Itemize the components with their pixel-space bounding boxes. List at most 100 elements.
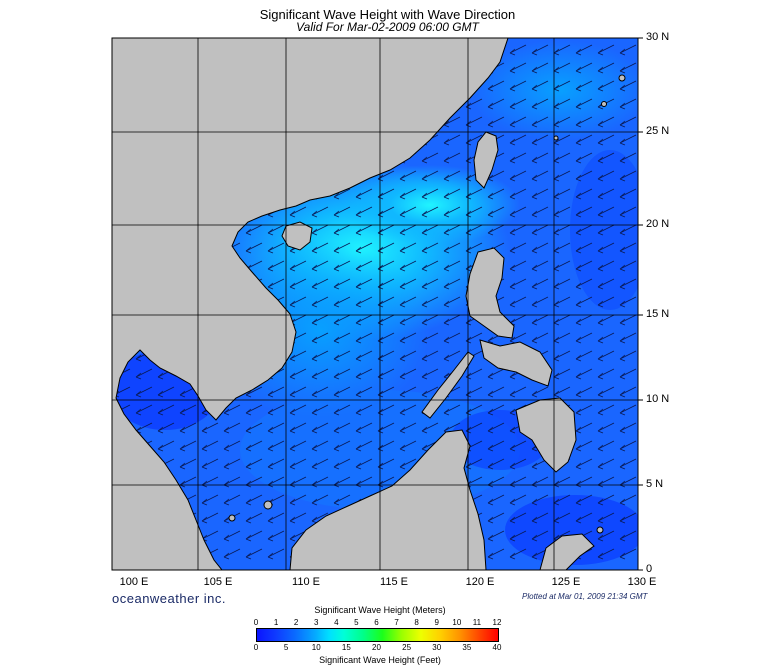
wave-arrow	[597, 548, 615, 560]
wave-arrow	[619, 278, 637, 290]
wave-arrow	[487, 422, 505, 434]
wave-arrow	[245, 422, 263, 434]
wave-arrow	[223, 440, 241, 452]
wave-arrow	[575, 368, 593, 380]
wave-arrow	[597, 332, 615, 344]
wave-arrow	[597, 386, 615, 398]
wave-arrow	[245, 494, 263, 506]
lat-label-5n: 5 N	[646, 478, 664, 490]
wave-arrow	[465, 134, 483, 146]
wave-arrow	[531, 512, 549, 524]
wave-arrow	[465, 206, 483, 218]
wave-arrow	[531, 44, 549, 56]
wave-arrow	[355, 404, 373, 416]
wave-arrow	[575, 422, 593, 434]
wave-arrow	[509, 188, 527, 200]
wave-arrow	[355, 314, 373, 326]
wave-arrow	[355, 296, 373, 308]
wave-arrow	[267, 548, 285, 560]
wave-arrow	[333, 278, 351, 290]
colorbar-meter-tick: 4	[334, 618, 339, 627]
wave-arrow	[531, 134, 549, 146]
wave-arrow	[597, 80, 615, 92]
wave-arrow	[399, 296, 417, 308]
wave-arrow	[399, 206, 417, 218]
wave-arrow	[531, 386, 549, 398]
wave-arrow	[597, 422, 615, 434]
wave-arrow	[509, 296, 527, 308]
wave-arrow	[289, 350, 307, 362]
colorbar-meter-tick: 3	[314, 618, 319, 627]
wave-arrow	[333, 350, 351, 362]
wave-arrow	[421, 188, 439, 200]
wave-arrow	[201, 512, 219, 524]
wave-arrow	[267, 242, 285, 254]
wave-arrow	[597, 188, 615, 200]
land-luzon	[465, 247, 515, 339]
wave-arrow	[267, 512, 285, 524]
brand-logo-text: oceanweather inc.	[112, 591, 227, 606]
wave-arrow	[575, 116, 593, 128]
wave-arrow	[619, 386, 637, 398]
wave-arrow	[223, 404, 241, 416]
wave-arrow	[597, 170, 615, 182]
wave-arrow	[443, 170, 461, 182]
wave-arrow	[289, 404, 307, 416]
colorbar-feet-tick: 40	[492, 643, 502, 652]
wave-arrow	[619, 530, 637, 542]
wave-arrow	[421, 152, 439, 164]
wave-arrow	[509, 80, 527, 92]
chart-title: Significant Wave Height with Wave Direct…	[259, 7, 516, 22]
colorbar-meter-tick: 5	[354, 618, 359, 627]
wave-arrow	[619, 206, 637, 218]
wave-arrow	[509, 152, 527, 164]
wave-arrow	[575, 224, 593, 236]
wave-arrow	[619, 242, 637, 254]
wave-arrow	[465, 98, 483, 110]
wave-arrow	[223, 494, 241, 506]
wave-arrow	[399, 242, 417, 254]
wave-arrow	[157, 386, 175, 398]
wave-arrow	[619, 80, 637, 92]
wave-arrow	[553, 80, 571, 92]
wave-arrow	[355, 368, 373, 380]
wave-arrow	[575, 278, 593, 290]
wave-arrow	[619, 494, 637, 506]
wave-arrow	[575, 350, 593, 362]
land-mindanao	[515, 397, 577, 473]
wave-arrow	[377, 458, 395, 470]
colorbar-meter-tick: 1	[273, 618, 279, 627]
wave-arrow	[311, 422, 329, 434]
wave-arrow	[289, 440, 307, 452]
land-taiwan	[473, 131, 499, 189]
wave-arrow	[531, 152, 549, 164]
wave-arrow	[531, 242, 549, 254]
wave-arrow	[311, 386, 329, 398]
wave-arrow	[575, 494, 593, 506]
wave-arrow	[575, 440, 593, 452]
wave-arrow	[619, 314, 637, 326]
wave-arrow	[245, 440, 263, 452]
wave-arrow	[597, 296, 615, 308]
wave-arrow	[377, 332, 395, 344]
wave-arrow	[179, 458, 197, 470]
wave-arrow	[333, 188, 351, 200]
wave-arrow	[399, 368, 417, 380]
wave-arrow	[619, 296, 637, 308]
wave-arrow	[311, 440, 329, 452]
wave-arrow	[597, 278, 615, 290]
wave-arrow	[443, 278, 461, 290]
wave-arrow	[377, 350, 395, 362]
wave-arrow	[509, 494, 527, 506]
wave-arrow	[333, 296, 351, 308]
wave-arrow	[267, 404, 285, 416]
colorbar-title: Significant Wave Height (Meters)	[314, 605, 446, 615]
wave-arrow	[575, 404, 593, 416]
wave-arrow	[465, 224, 483, 236]
wave-arrow	[575, 80, 593, 92]
wave-arrow	[135, 404, 153, 416]
wave-arrow	[509, 530, 527, 542]
wave-arrow	[377, 260, 395, 272]
wave-arrow	[421, 224, 439, 236]
wave-arrow	[377, 242, 395, 254]
